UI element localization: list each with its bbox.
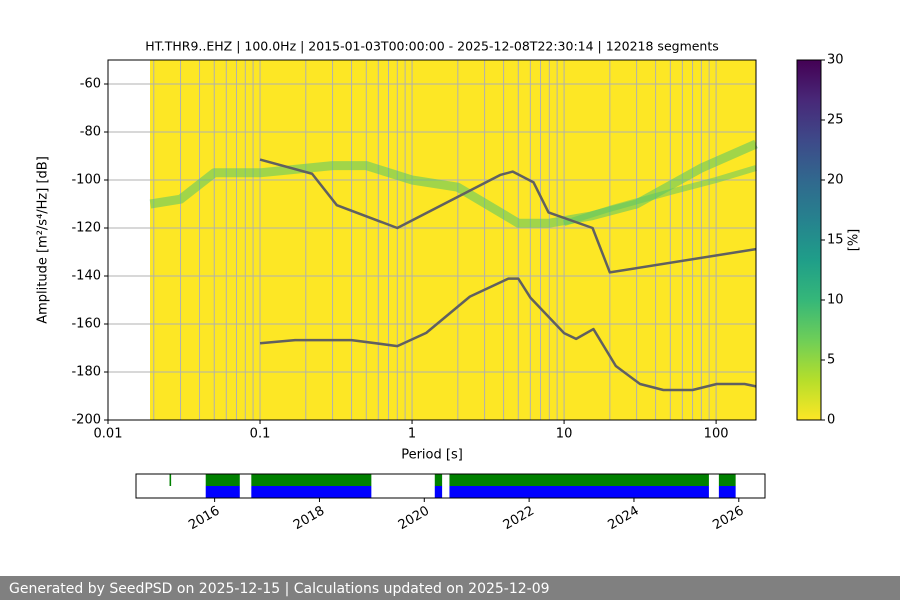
y-tick-label: -140 — [71, 269, 101, 284]
colorbar-tick-label: 0 — [827, 413, 835, 428]
colorbar-tick-label: 5 — [827, 353, 835, 368]
colorbar-tick-label: 15 — [827, 233, 844, 248]
y-tick-label: -100 — [71, 173, 101, 188]
series-line — [259, 277, 757, 392]
x-tick-label: 10 — [556, 427, 573, 442]
x-tick-label: 1 — [408, 427, 416, 442]
y-tick-label: -60 — [80, 77, 101, 92]
availability-bar — [718, 474, 736, 486]
series-line — [563, 165, 757, 227]
heatmap-area — [150, 60, 756, 420]
colorbar-label: [%] — [847, 229, 862, 252]
x-axis-label: Period [s] — [401, 448, 463, 463]
x-tick-label: 2026 — [710, 504, 746, 534]
x-tick-label: 2018 — [291, 504, 327, 534]
y-tick-label: -180 — [71, 365, 101, 380]
colorbar-tick-label: 25 — [827, 113, 844, 128]
y-tick-label: -80 — [80, 125, 101, 140]
availability-bar — [205, 474, 240, 486]
availability-bar — [251, 486, 372, 498]
availability-bar — [251, 474, 372, 486]
colorbar — [796, 59, 822, 421]
x-tick-label: 0.01 — [94, 427, 123, 442]
footer-text: Generated by SeedPSD on 2025-12-15 | Cal… — [9, 581, 550, 597]
y-tick-label: -120 — [71, 221, 101, 236]
footer-bar — [0, 576, 900, 600]
x-tick-label: 0.1 — [250, 427, 271, 442]
timeline-frame — [135, 473, 766, 499]
chart-title: HT.THR9..EHZ | 100.0Hz | 2015-01-03T00:0… — [145, 39, 719, 54]
availability-bar — [449, 486, 709, 498]
availability-bar — [434, 486, 443, 498]
colorbar-tick-label: 10 — [827, 293, 844, 308]
x-tick-label: 2016 — [186, 504, 222, 534]
availability-bar — [718, 486, 736, 498]
plot-frame — [107, 59, 757, 421]
x-tick-label: 100 — [704, 427, 729, 442]
availability-bar — [205, 486, 240, 498]
x-tick-label: 2020 — [396, 504, 432, 534]
colorbar-tick-label: 20 — [827, 173, 844, 188]
y-tick-label: -200 — [71, 413, 101, 428]
x-tick-label: 2022 — [501, 504, 537, 534]
x-tick-label: 2024 — [606, 504, 642, 534]
series-line — [259, 158, 757, 274]
y-tick-label: -160 — [71, 317, 101, 332]
colorbar-tick-label: 30 — [827, 53, 844, 68]
availability-bar — [434, 474, 443, 486]
availability-bar — [449, 474, 709, 486]
y-axis-label: Amplitude [m²/s⁴/Hz] [dB] — [36, 156, 51, 324]
availability-bar — [169, 474, 172, 486]
